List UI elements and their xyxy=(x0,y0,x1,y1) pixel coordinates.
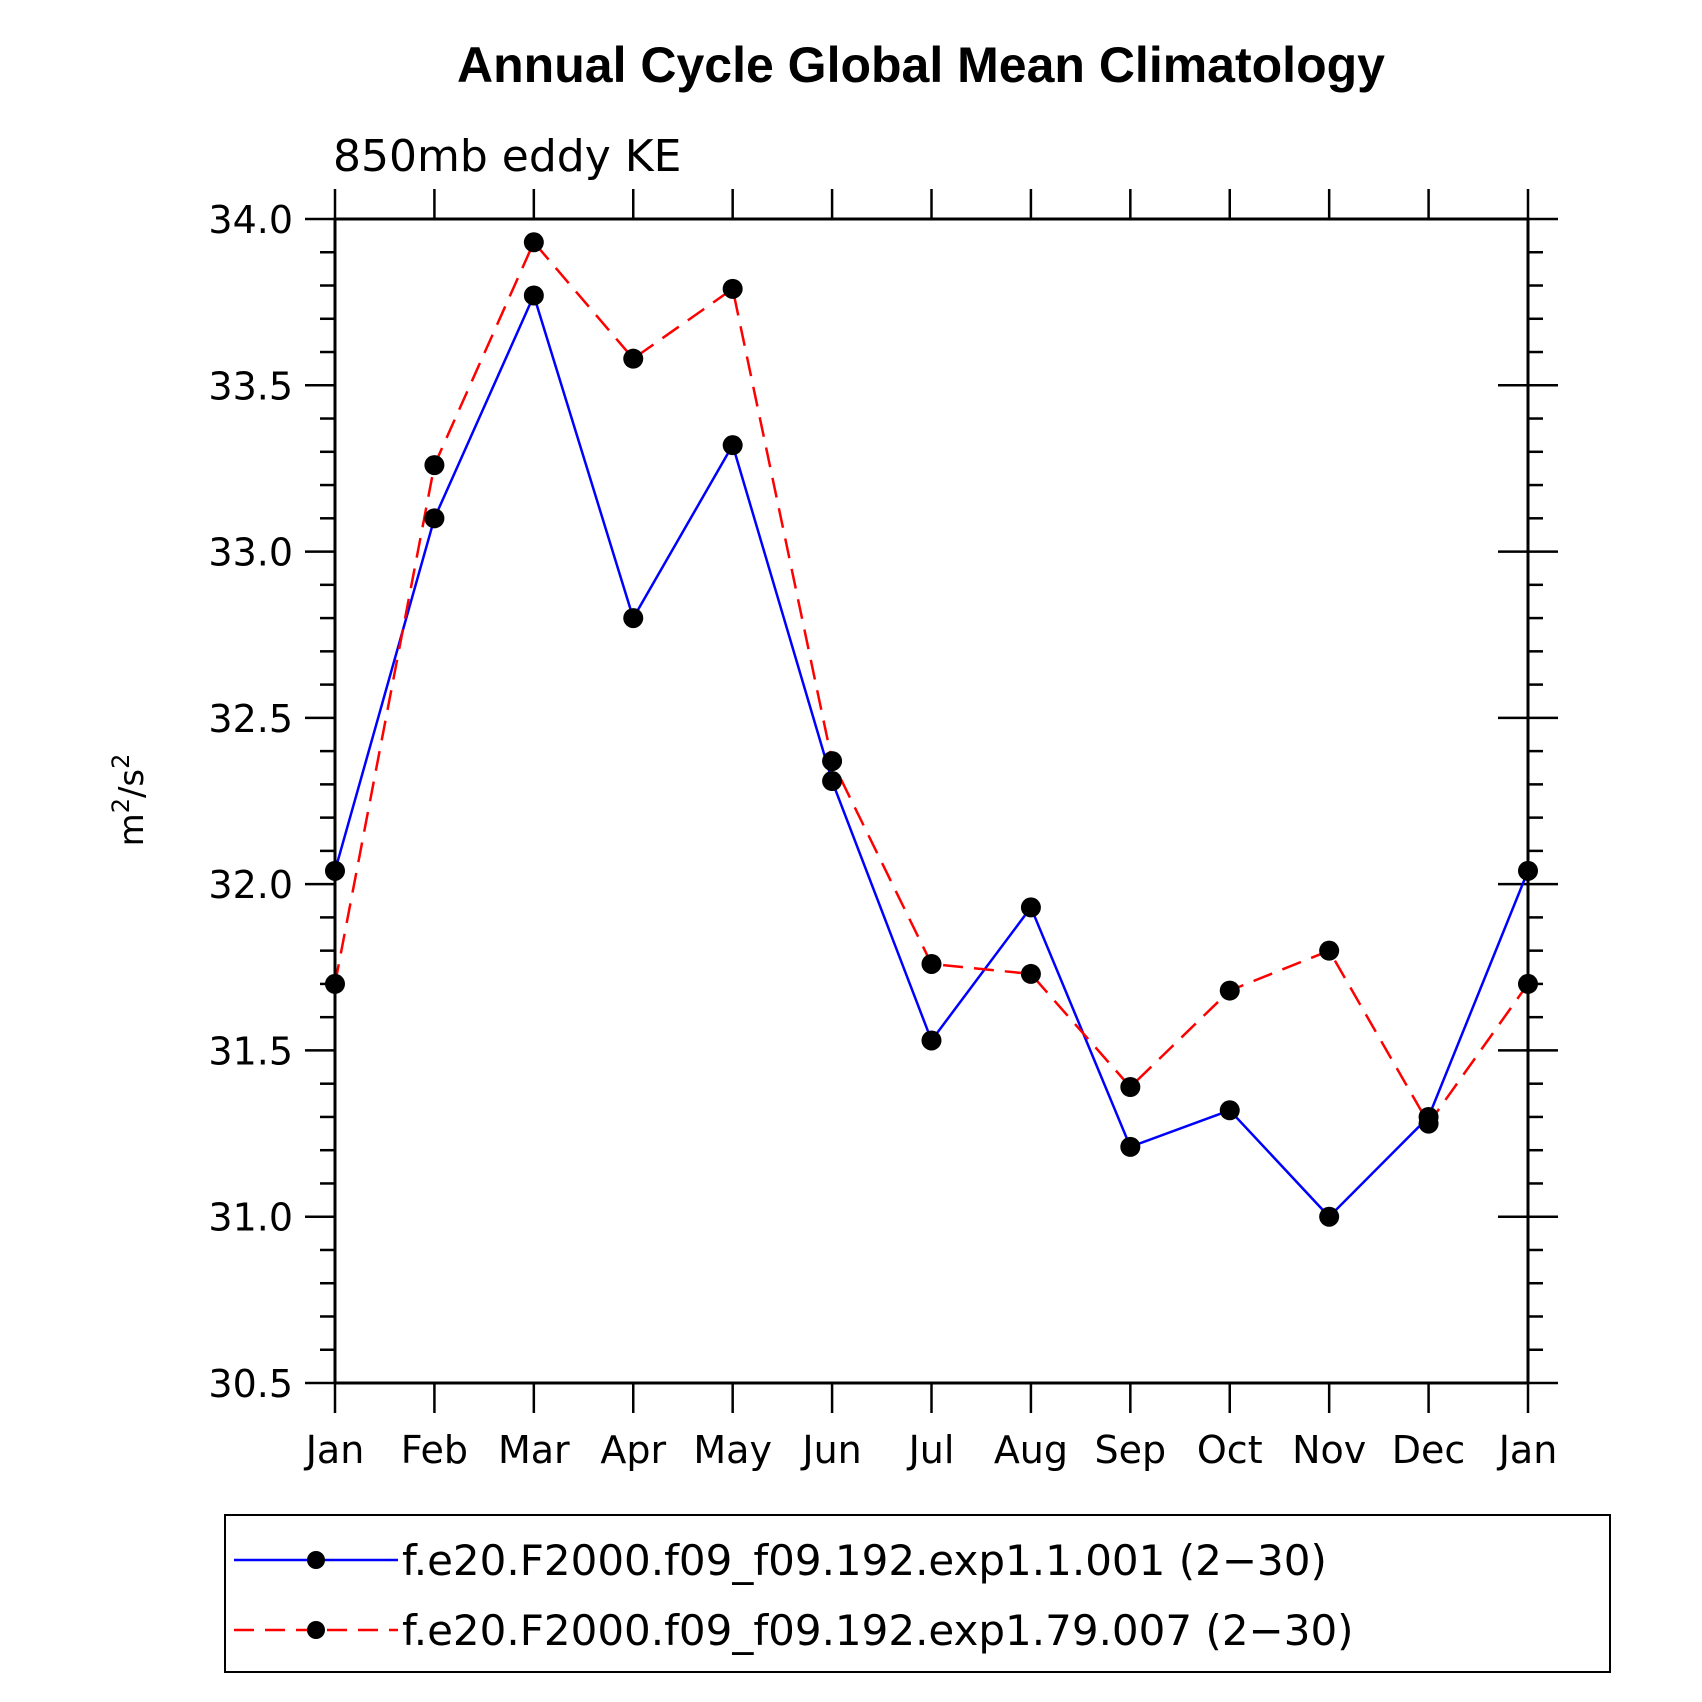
data-point-series-2 xyxy=(523,232,544,253)
data-point-series-1 xyxy=(722,435,743,456)
data-point-series-2 xyxy=(623,348,644,369)
y-axis-label: m2/s2 xyxy=(107,754,152,847)
data-point-series-2 xyxy=(1020,963,1041,984)
data-point-series-1 xyxy=(424,508,445,529)
data-point-series-1 xyxy=(623,608,644,629)
series-markers xyxy=(325,232,1538,1227)
x-tick-label: Jan xyxy=(304,1428,365,1472)
legend: f.e20.F2000.f09_f09.192.exp1.1.001 (2−30… xyxy=(224,1514,1611,1673)
x-tick-label: Oct xyxy=(1197,1428,1263,1472)
legend-label-series-1: f.e20.F2000.f09_f09.192.exp1.1.001 (2−30… xyxy=(402,1536,1327,1585)
data-point-series-1 xyxy=(1120,1136,1141,1157)
data-point-series-2 xyxy=(921,953,942,974)
data-point-series-1 xyxy=(921,1030,942,1051)
y-tick-label: 33.0 xyxy=(208,531,293,575)
y-axis-label-sep: /s xyxy=(112,769,152,798)
y-axis-label-base: m xyxy=(112,813,152,846)
data-point-series-2 xyxy=(822,751,843,772)
x-tick-label: Sep xyxy=(1095,1428,1167,1472)
chart-subtitle: 850mb eddy KE xyxy=(333,131,681,182)
y-tick-label: 31.0 xyxy=(208,1196,293,1240)
data-point-series-1 xyxy=(1319,1206,1340,1227)
y-tick-label: 31.5 xyxy=(208,1029,293,1073)
data-point-series-2 xyxy=(1219,980,1240,1001)
y-tick-label: 30.5 xyxy=(208,1362,293,1406)
legend-label-series-2: f.e20.F2000.f09_f09.192.exp1.79.007 (2−3… xyxy=(402,1606,1354,1655)
x-tick-label: Jul xyxy=(907,1428,955,1472)
y-axis-label-exp1: 2 xyxy=(107,798,135,813)
y-tick-labels: 30.5 31.0 31.5 32.0 32.5 33.0 33.5 34.0 xyxy=(208,198,293,1406)
legend-box xyxy=(224,1514,1611,1673)
tick-marks xyxy=(305,189,1558,1413)
data-point-series-1 xyxy=(1219,1100,1240,1121)
x-tick-label: Aug xyxy=(994,1428,1068,1472)
data-point-series-2 xyxy=(1120,1077,1141,1098)
data-point-series-1 xyxy=(1020,897,1041,918)
x-tick-label: Nov xyxy=(1292,1428,1366,1472)
series-line-2 xyxy=(333,241,1530,1125)
series-lines xyxy=(333,241,1530,1218)
data-point-series-2 xyxy=(1319,940,1340,961)
x-tick-label: Feb xyxy=(401,1428,468,1472)
y-tick-label: 34.0 xyxy=(208,198,293,242)
y-tick-label: 32.5 xyxy=(208,697,293,741)
x-tick-label: Apr xyxy=(600,1428,666,1472)
data-point-series-2 xyxy=(722,278,743,299)
data-point-series-2 xyxy=(1418,1113,1439,1134)
x-tick-labels: Jan Feb Mar Apr May Jun Jul Aug Sep Oct Nov Dec Jan xyxy=(304,1428,1558,1472)
y-axis-label-exp2: 2 xyxy=(107,754,135,769)
chart-title: Annual Cycle Global Mean Climatology xyxy=(457,37,1385,93)
x-tick-label: Dec xyxy=(1392,1428,1466,1472)
data-point-series-2 xyxy=(424,455,445,476)
x-tick-label: May xyxy=(693,1428,772,1472)
series-line-1 xyxy=(333,294,1530,1218)
x-tick-label: Mar xyxy=(498,1428,570,1472)
plot-frame xyxy=(333,217,1530,1385)
x-tick-label: Jun xyxy=(800,1428,861,1472)
y-tick-label: 33.5 xyxy=(208,364,293,408)
data-point-series-1 xyxy=(523,285,544,306)
legend-marker-series-1 xyxy=(307,1551,325,1569)
legend-marker-series-2 xyxy=(307,1621,325,1639)
x-tick-label: Jan xyxy=(1497,1428,1558,1472)
y-tick-label: 32.0 xyxy=(208,863,293,907)
data-point-series-1 xyxy=(822,771,843,792)
